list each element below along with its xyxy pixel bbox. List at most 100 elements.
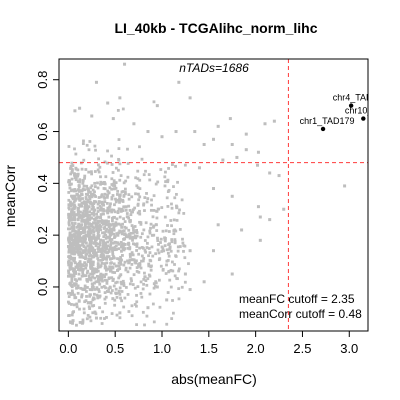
data-point bbox=[147, 254, 150, 258]
data-point bbox=[68, 268, 72, 271]
data-point bbox=[118, 316, 122, 320]
data-point bbox=[110, 257, 114, 260]
highlight-point bbox=[361, 116, 366, 121]
data-point bbox=[68, 240, 72, 244]
data-point bbox=[136, 192, 140, 196]
data-point bbox=[70, 256, 74, 260]
data-point bbox=[68, 232, 72, 236]
data-point bbox=[120, 290, 124, 293]
data-point bbox=[110, 276, 114, 280]
data-point bbox=[98, 282, 102, 286]
data-point bbox=[165, 259, 169, 263]
data-point bbox=[89, 190, 92, 194]
data-point bbox=[80, 321, 84, 325]
data-point bbox=[88, 288, 92, 291]
data-point bbox=[114, 166, 118, 170]
data-point bbox=[96, 263, 100, 267]
data-point bbox=[92, 209, 96, 213]
data-point bbox=[101, 207, 105, 211]
data-point bbox=[91, 275, 94, 279]
data-point bbox=[183, 280, 187, 284]
data-point bbox=[75, 235, 79, 239]
data-point bbox=[120, 243, 124, 247]
data-point bbox=[82, 235, 86, 239]
data-point bbox=[139, 235, 143, 239]
data-point bbox=[99, 238, 102, 242]
data-point bbox=[119, 240, 123, 244]
data-point bbox=[164, 170, 167, 174]
data-point bbox=[111, 194, 115, 197]
data-point bbox=[116, 257, 119, 261]
data-point bbox=[81, 197, 84, 200]
data-point bbox=[98, 227, 102, 231]
data-point bbox=[70, 226, 74, 230]
scatter-points bbox=[71, 62, 347, 325]
data-point bbox=[88, 307, 92, 310]
data-point bbox=[67, 271, 71, 275]
data-point bbox=[90, 248, 93, 251]
data-point bbox=[73, 293, 76, 297]
data-point bbox=[91, 225, 95, 229]
data-point bbox=[164, 272, 168, 275]
highlight-point bbox=[348, 103, 354, 108]
data-point bbox=[177, 80, 181, 84]
data-point bbox=[67, 221, 71, 225]
data-point bbox=[128, 266, 132, 270]
data-point bbox=[126, 259, 129, 263]
data-point bbox=[74, 282, 78, 286]
data-point bbox=[84, 222, 88, 226]
data-point bbox=[150, 245, 154, 249]
data-point bbox=[108, 236, 112, 240]
data-point bbox=[83, 287, 87, 291]
data-point bbox=[79, 264, 82, 268]
data-point bbox=[150, 198, 153, 202]
data-point bbox=[116, 233, 120, 237]
data-point bbox=[135, 300, 139, 304]
data-point bbox=[174, 130, 178, 134]
data-point bbox=[148, 251, 152, 255]
data-point bbox=[115, 198, 119, 202]
data-point bbox=[98, 241, 102, 244]
data-point bbox=[97, 230, 100, 234]
data-point bbox=[72, 227, 76, 231]
data-point bbox=[78, 245, 82, 249]
data-point bbox=[97, 288, 101, 291]
data-point bbox=[88, 254, 91, 258]
data-point bbox=[130, 258, 134, 262]
data-point bbox=[118, 229, 122, 233]
data-point bbox=[112, 228, 116, 232]
data-point bbox=[82, 307, 86, 311]
data-point bbox=[87, 225, 91, 228]
y-tick-label: 0.6 bbox=[35, 122, 50, 140]
data-point bbox=[103, 196, 107, 200]
data-point bbox=[114, 200, 118, 204]
data-point bbox=[75, 262, 79, 266]
data-point bbox=[143, 239, 147, 242]
data-point bbox=[152, 286, 156, 290]
data-point bbox=[118, 292, 122, 296]
data-point bbox=[105, 289, 109, 293]
data-point bbox=[70, 293, 73, 296]
data-point bbox=[110, 238, 114, 241]
data-point bbox=[97, 290, 101, 293]
data-point bbox=[122, 194, 126, 197]
y-tick-label: 0.0 bbox=[35, 278, 50, 296]
data-point bbox=[230, 272, 234, 276]
data-point bbox=[123, 260, 127, 264]
data-point bbox=[90, 114, 94, 118]
data-point bbox=[94, 148, 97, 152]
data-point bbox=[81, 211, 85, 215]
data-point bbox=[81, 270, 85, 274]
data-point bbox=[173, 241, 177, 245]
data-point bbox=[117, 242, 121, 246]
data-point bbox=[94, 244, 98, 248]
data-point bbox=[97, 280, 101, 284]
data-point bbox=[67, 198, 71, 202]
data-point bbox=[121, 209, 125, 212]
data-point bbox=[127, 197, 131, 201]
data-point bbox=[163, 244, 167, 248]
data-point bbox=[118, 194, 121, 198]
data-point bbox=[167, 254, 171, 258]
x-tick-label: 2.5 bbox=[293, 341, 311, 356]
data-point bbox=[86, 301, 90, 305]
